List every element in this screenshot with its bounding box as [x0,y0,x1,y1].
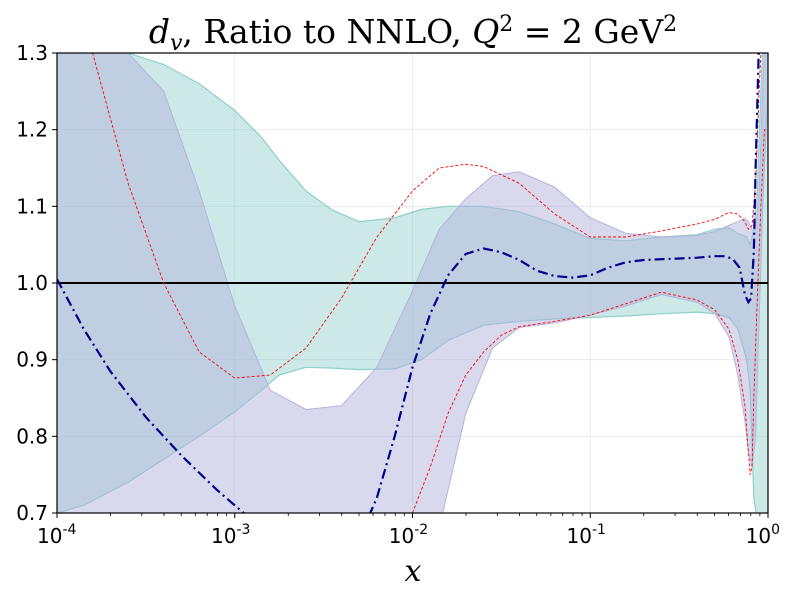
lavender-uncertainty-band [57,53,768,513]
x-axis: 10-4 10-3 10-2 10-1 100 [37,513,780,548]
x-tick-label: 10-3 [211,522,250,548]
y-tick-label: 1.1 [16,194,48,218]
x-tick-label: 10-1 [567,522,606,548]
x-axis-label: x [405,554,422,589]
red-dashed-lower-edge [412,129,768,513]
central-value-line [57,53,760,513]
y-tick-label: 1.2 [16,118,48,142]
x-tick-label: 10-2 [389,522,428,548]
y-tick-label: 1.3 [16,41,48,65]
x-tick-label: 100 [746,522,780,548]
chart-title: dv, Ratio to NNLO, Q2 = 2 GeV2 [149,12,677,56]
y-tick-label: 0.9 [16,348,48,372]
y-tick-label: 1.0 [16,271,48,295]
x-tick-label: 10-4 [37,522,77,548]
y-tick-label: 0.7 [16,501,48,525]
red-dashed-upper-edge [92,53,762,379]
y-axis: 0.7 0.8 0.9 1.0 1.1 1.2 1.3 [16,41,57,525]
y-tick-label: 0.8 [16,424,48,448]
